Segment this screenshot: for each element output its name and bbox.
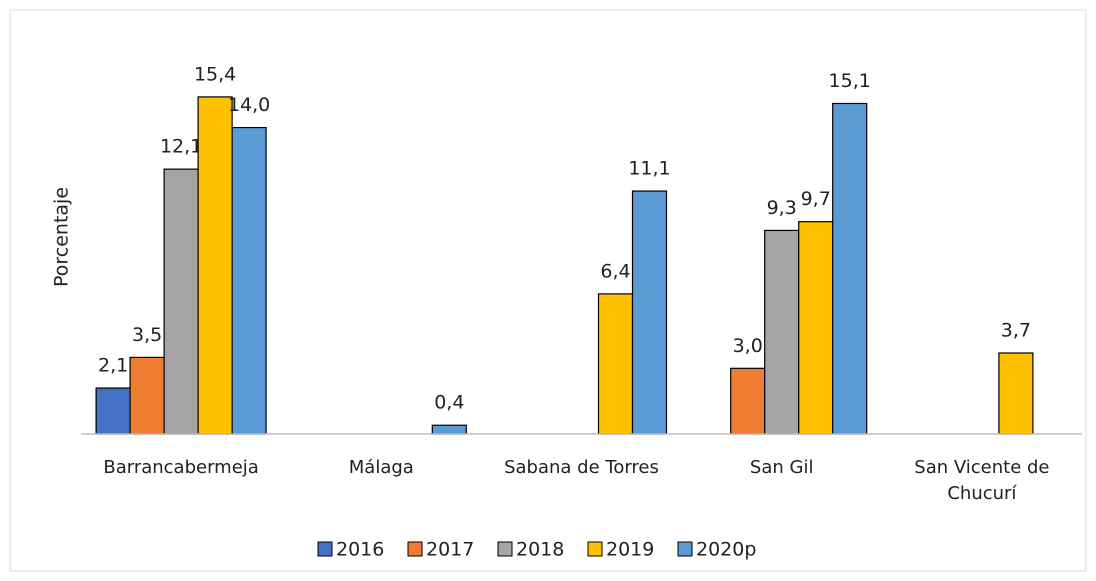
data-label: 3,7: [1001, 320, 1031, 342]
legend-swatch: [497, 541, 513, 557]
legend-label: 2018: [516, 539, 564, 561]
bar: [231, 126, 267, 435]
data-label: 15,4: [194, 63, 236, 85]
bar: [832, 102, 868, 435]
x-tick-label: Sabana de Torres: [504, 457, 659, 478]
x-tick-label: Málaga: [348, 457, 414, 478]
legend-swatch: [587, 541, 603, 557]
data-label: 0,4: [434, 392, 464, 414]
data-label: 14,0: [228, 94, 270, 116]
data-label: 9,7: [801, 188, 831, 210]
y-axis-label: Porcentaje: [51, 187, 73, 287]
x-tick-label: Barrancabermeja: [103, 457, 259, 478]
data-label: 2,1: [98, 355, 128, 377]
legend-label: 2019: [606, 539, 654, 561]
data-label: 3,5: [132, 324, 162, 346]
bar: [95, 387, 131, 435]
x-tick-label: San Vicente de Chucurí: [914, 457, 1050, 504]
bar: [597, 293, 634, 435]
data-label: 12,1: [160, 136, 202, 158]
bar: [764, 229, 800, 435]
legend-label: 2020p: [696, 539, 756, 561]
legend-label: 2017: [426, 539, 474, 561]
bar: [631, 190, 668, 435]
legend-swatch: [317, 541, 333, 557]
bar: [129, 356, 165, 435]
legend-swatch: [677, 541, 693, 557]
bar: [730, 367, 766, 435]
data-label: 3,0: [733, 335, 763, 357]
bar: [798, 221, 834, 435]
data-label: 6,4: [600, 260, 630, 282]
legend-label: 2016: [336, 539, 384, 561]
x-tick-label: San Gil: [749, 457, 814, 478]
bar: [431, 424, 467, 435]
bar: [998, 352, 1034, 435]
legend-swatch: [407, 541, 423, 557]
data-label: 11,1: [628, 158, 670, 180]
data-label: 9,3: [767, 197, 797, 219]
bar: [197, 96, 233, 435]
data-label: 15,1: [829, 70, 871, 92]
bar: [163, 168, 199, 435]
